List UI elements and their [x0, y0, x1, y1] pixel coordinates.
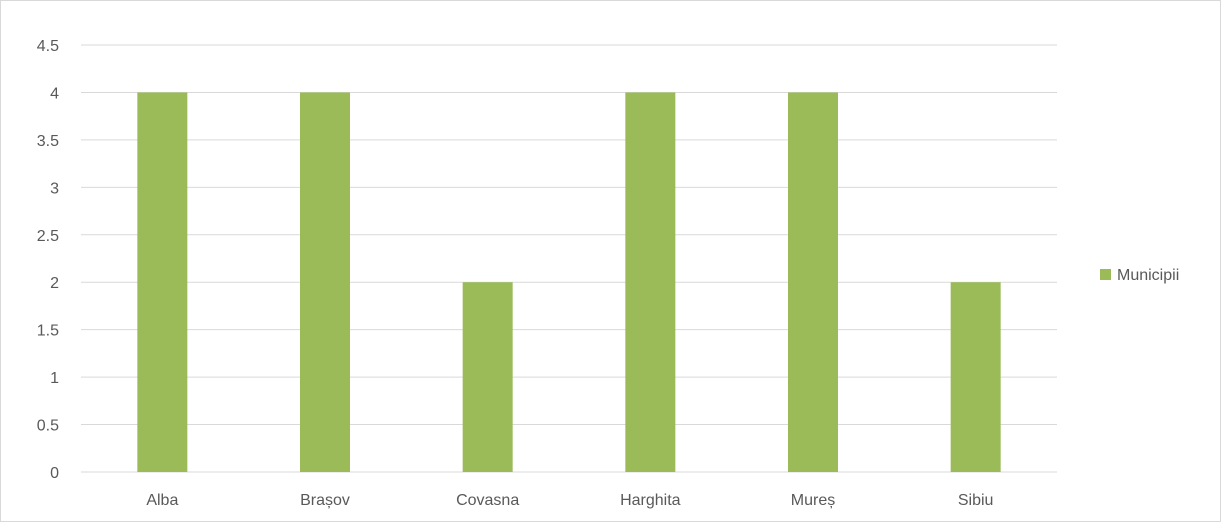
legend-label: Municipii [1117, 267, 1179, 284]
y-tick-label: 3 [50, 180, 59, 197]
gridlines [81, 44, 1057, 473]
x-tick-label: Covasna [456, 492, 519, 509]
y-tick-label: 0.5 [37, 418, 59, 435]
x-tick-label: Sibiu [958, 492, 994, 509]
x-tick-label: Alba [146, 492, 178, 509]
y-tick-label: 0 [50, 465, 59, 482]
y-tick-label: 1.5 [37, 323, 59, 340]
legend: Municipii [1100, 267, 1179, 284]
y-tick-label: 2.5 [37, 228, 59, 245]
x-tick-label: Brașov [300, 492, 350, 509]
x-tick-label: Harghita [620, 492, 681, 509]
y-tick-label: 2 [50, 275, 59, 292]
bar-2 [300, 92, 350, 472]
y-axis-tick-labels: 0 0.5 1 1.5 2 2.5 3 3.5 4 4.5 [37, 38, 59, 482]
legend-swatch [1100, 269, 1111, 280]
bar-1 [137, 92, 188, 472]
bar-4 [625, 92, 676, 472]
x-axis-tick-labels: Alba Brașov Covasna Harghita Mureș Sibiu [146, 492, 993, 509]
y-tick-label: 4.5 [37, 38, 59, 55]
y-tick-label: 1 [50, 370, 59, 387]
bar-5 [788, 92, 838, 472]
y-tick-label: 4 [50, 85, 59, 102]
bar-6 [950, 282, 1001, 472]
x-tick-label: Mureș [791, 492, 835, 509]
bar-3 [462, 282, 513, 472]
y-tick-label: 3.5 [37, 133, 59, 150]
bars [137, 92, 1001, 472]
